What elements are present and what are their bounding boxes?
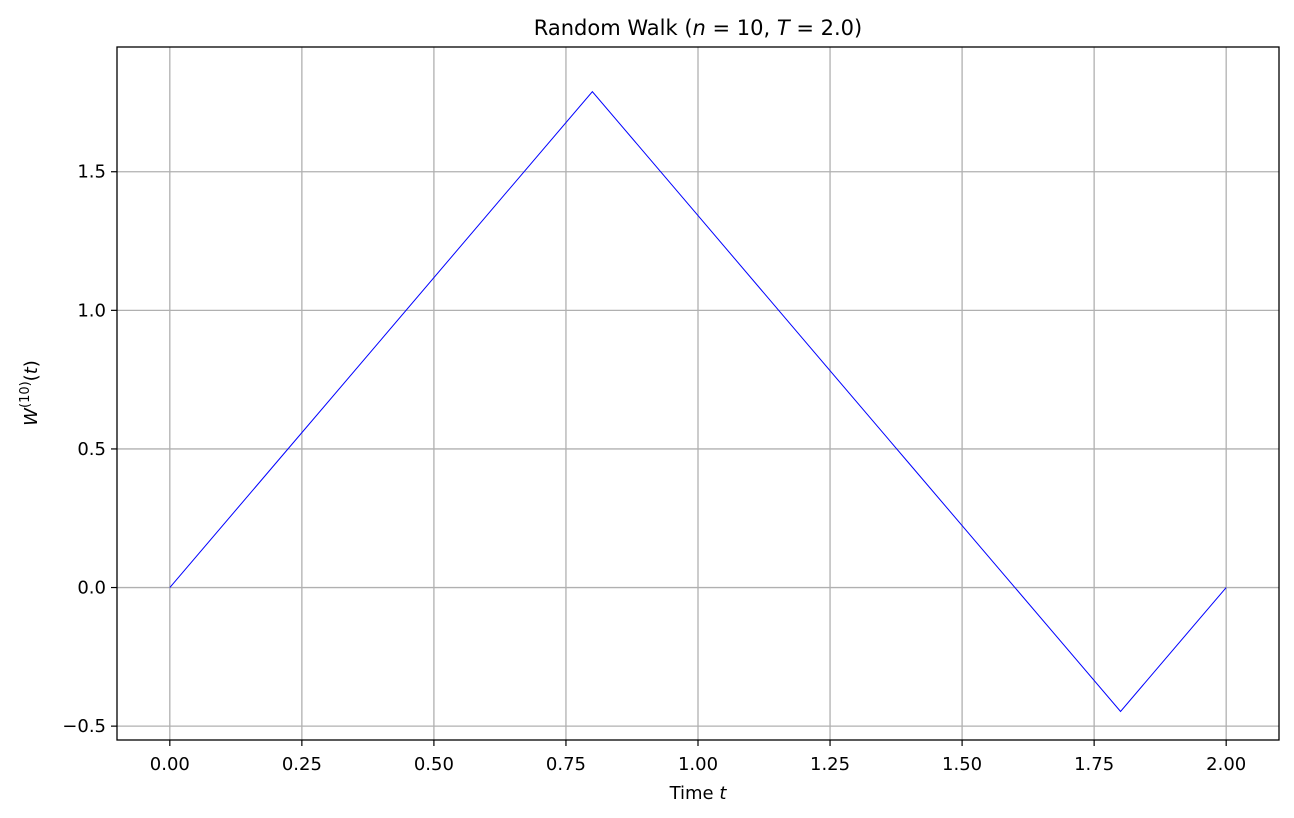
x-tick-label: 0.25 <box>282 754 322 775</box>
y-tick-label: 0.0 <box>77 578 106 599</box>
x-tick-label: 1.00 <box>678 754 718 775</box>
y-axis-label-open-paren: ( <box>21 374 42 381</box>
x-tick-label: 0.75 <box>546 754 586 775</box>
x-axis-label-variable: t <box>719 783 727 804</box>
y-tick-label: 0.5 <box>77 439 106 460</box>
x-axis-label: Time t <box>669 783 728 804</box>
title-prefix: Random Walk ( <box>534 16 693 40</box>
y-tick-label: −0.5 <box>62 716 106 737</box>
tick-layer: 0.00 0.25 0.50 0.75 1.00 1.25 1.50 1.75 2.00 −0.5… <box>62 162 1246 775</box>
y-axis-label: W(10)(t) <box>18 360 42 426</box>
y-axis-label-close-paren: ) <box>21 360 42 367</box>
title-t-value: = 2.0) <box>790 16 863 40</box>
x-tick-label: 1.50 <box>942 754 982 775</box>
y-tick-label: 1.5 <box>77 162 106 183</box>
y-axis-label-base: W <box>21 407 42 426</box>
title-t-variable: T <box>777 16 792 40</box>
x-tick-label: 1.75 <box>1074 754 1114 775</box>
x-tick-label: 1.25 <box>810 754 850 775</box>
title-n-variable: n <box>693 16 706 40</box>
y-axis-label-superscript: (10) <box>18 381 33 408</box>
x-tick-label: 2.00 <box>1206 754 1246 775</box>
x-axis-label-text: Time <box>669 783 720 804</box>
x-tick-label: 0.00 <box>150 754 190 775</box>
chart-title: Random Walk (n = 10, T = 2.0) <box>534 16 863 40</box>
y-tick-label: 1.0 <box>77 300 106 321</box>
y-axis-label-variable: t <box>21 366 42 374</box>
x-tick-label: 0.50 <box>414 754 454 775</box>
grid-layer <box>117 47 1279 740</box>
title-n-value: = 10, <box>706 16 777 40</box>
series-layer <box>169 90 1227 713</box>
